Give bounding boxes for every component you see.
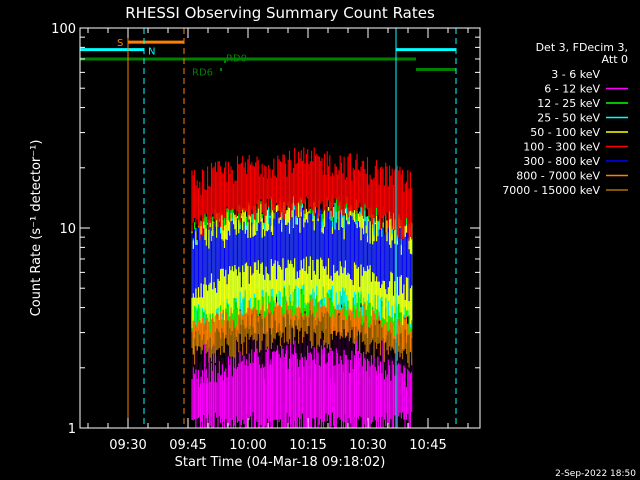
flag-label-n: N <box>148 47 155 58</box>
series-100-300-kev <box>191 147 413 241</box>
timestamp: 2-Sep-2022 18:50 <box>555 469 636 479</box>
flag-label-rd6: RD6 <box>192 68 213 79</box>
x-tick-label: 10:00 <box>229 438 266 453</box>
x-axis-label: Start Time (04-Mar-18 09:18:02) <box>175 455 386 470</box>
legend-entry-label: 800 - 7000 keV <box>516 170 600 183</box>
legend: Det 3, FDecim 3,Att 03 - 6 keV 6 - 12 keV… <box>502 41 628 197</box>
series-6-12-kev-dips <box>199 339 406 428</box>
legend-header: Det 3, FDecim 3, <box>536 41 628 54</box>
legend-entry-label: 50 - 100 keV <box>530 126 600 139</box>
y-tick-label: 100 <box>51 22 76 37</box>
legend-entry-label: 3 - 6 keV <box>551 68 600 81</box>
y-axis-ticks: 1 10 100 <box>51 22 480 437</box>
flag-layer: S N RD6 RD0 <box>80 38 456 79</box>
x-axis-ticks: 09:30 09:45 10:00 10:15 10:30 10:45 <box>87 28 469 453</box>
chart-title: RHESSI Observing Summary Count Rates <box>125 4 435 22</box>
x-tick-label: 10:30 <box>349 438 386 453</box>
y-axis-label: Count Rate (s⁻¹ detector⁻¹) <box>29 140 44 317</box>
x-tick-label: 09:45 <box>169 438 206 453</box>
y-tick-label: 1 <box>68 422 76 437</box>
flag-label-s: S <box>117 38 123 49</box>
flag-label-rd0: RD0 <box>226 53 247 64</box>
legend-header: Att 0 <box>602 53 628 66</box>
legend-entry-label: 7000 - 15000 keV <box>502 184 600 197</box>
y-tick-label: 10 <box>59 222 76 237</box>
legend-entry-label: 100 - 300 keV <box>523 141 600 154</box>
legend-entry-label: 25 - 50 keV <box>537 112 600 125</box>
legend-entry-label: 300 - 800 keV <box>523 155 600 168</box>
legend-entry-label: 12 - 25 keV <box>537 97 600 110</box>
series-300-800-kev <box>191 207 413 302</box>
x-tick-label: 09:30 <box>109 438 146 453</box>
x-tick-label: 10:45 <box>409 438 446 453</box>
data-layer <box>191 147 413 428</box>
legend-entry-label: 6 - 12 keV <box>544 83 600 96</box>
x-tick-label: 10:15 <box>289 438 326 453</box>
